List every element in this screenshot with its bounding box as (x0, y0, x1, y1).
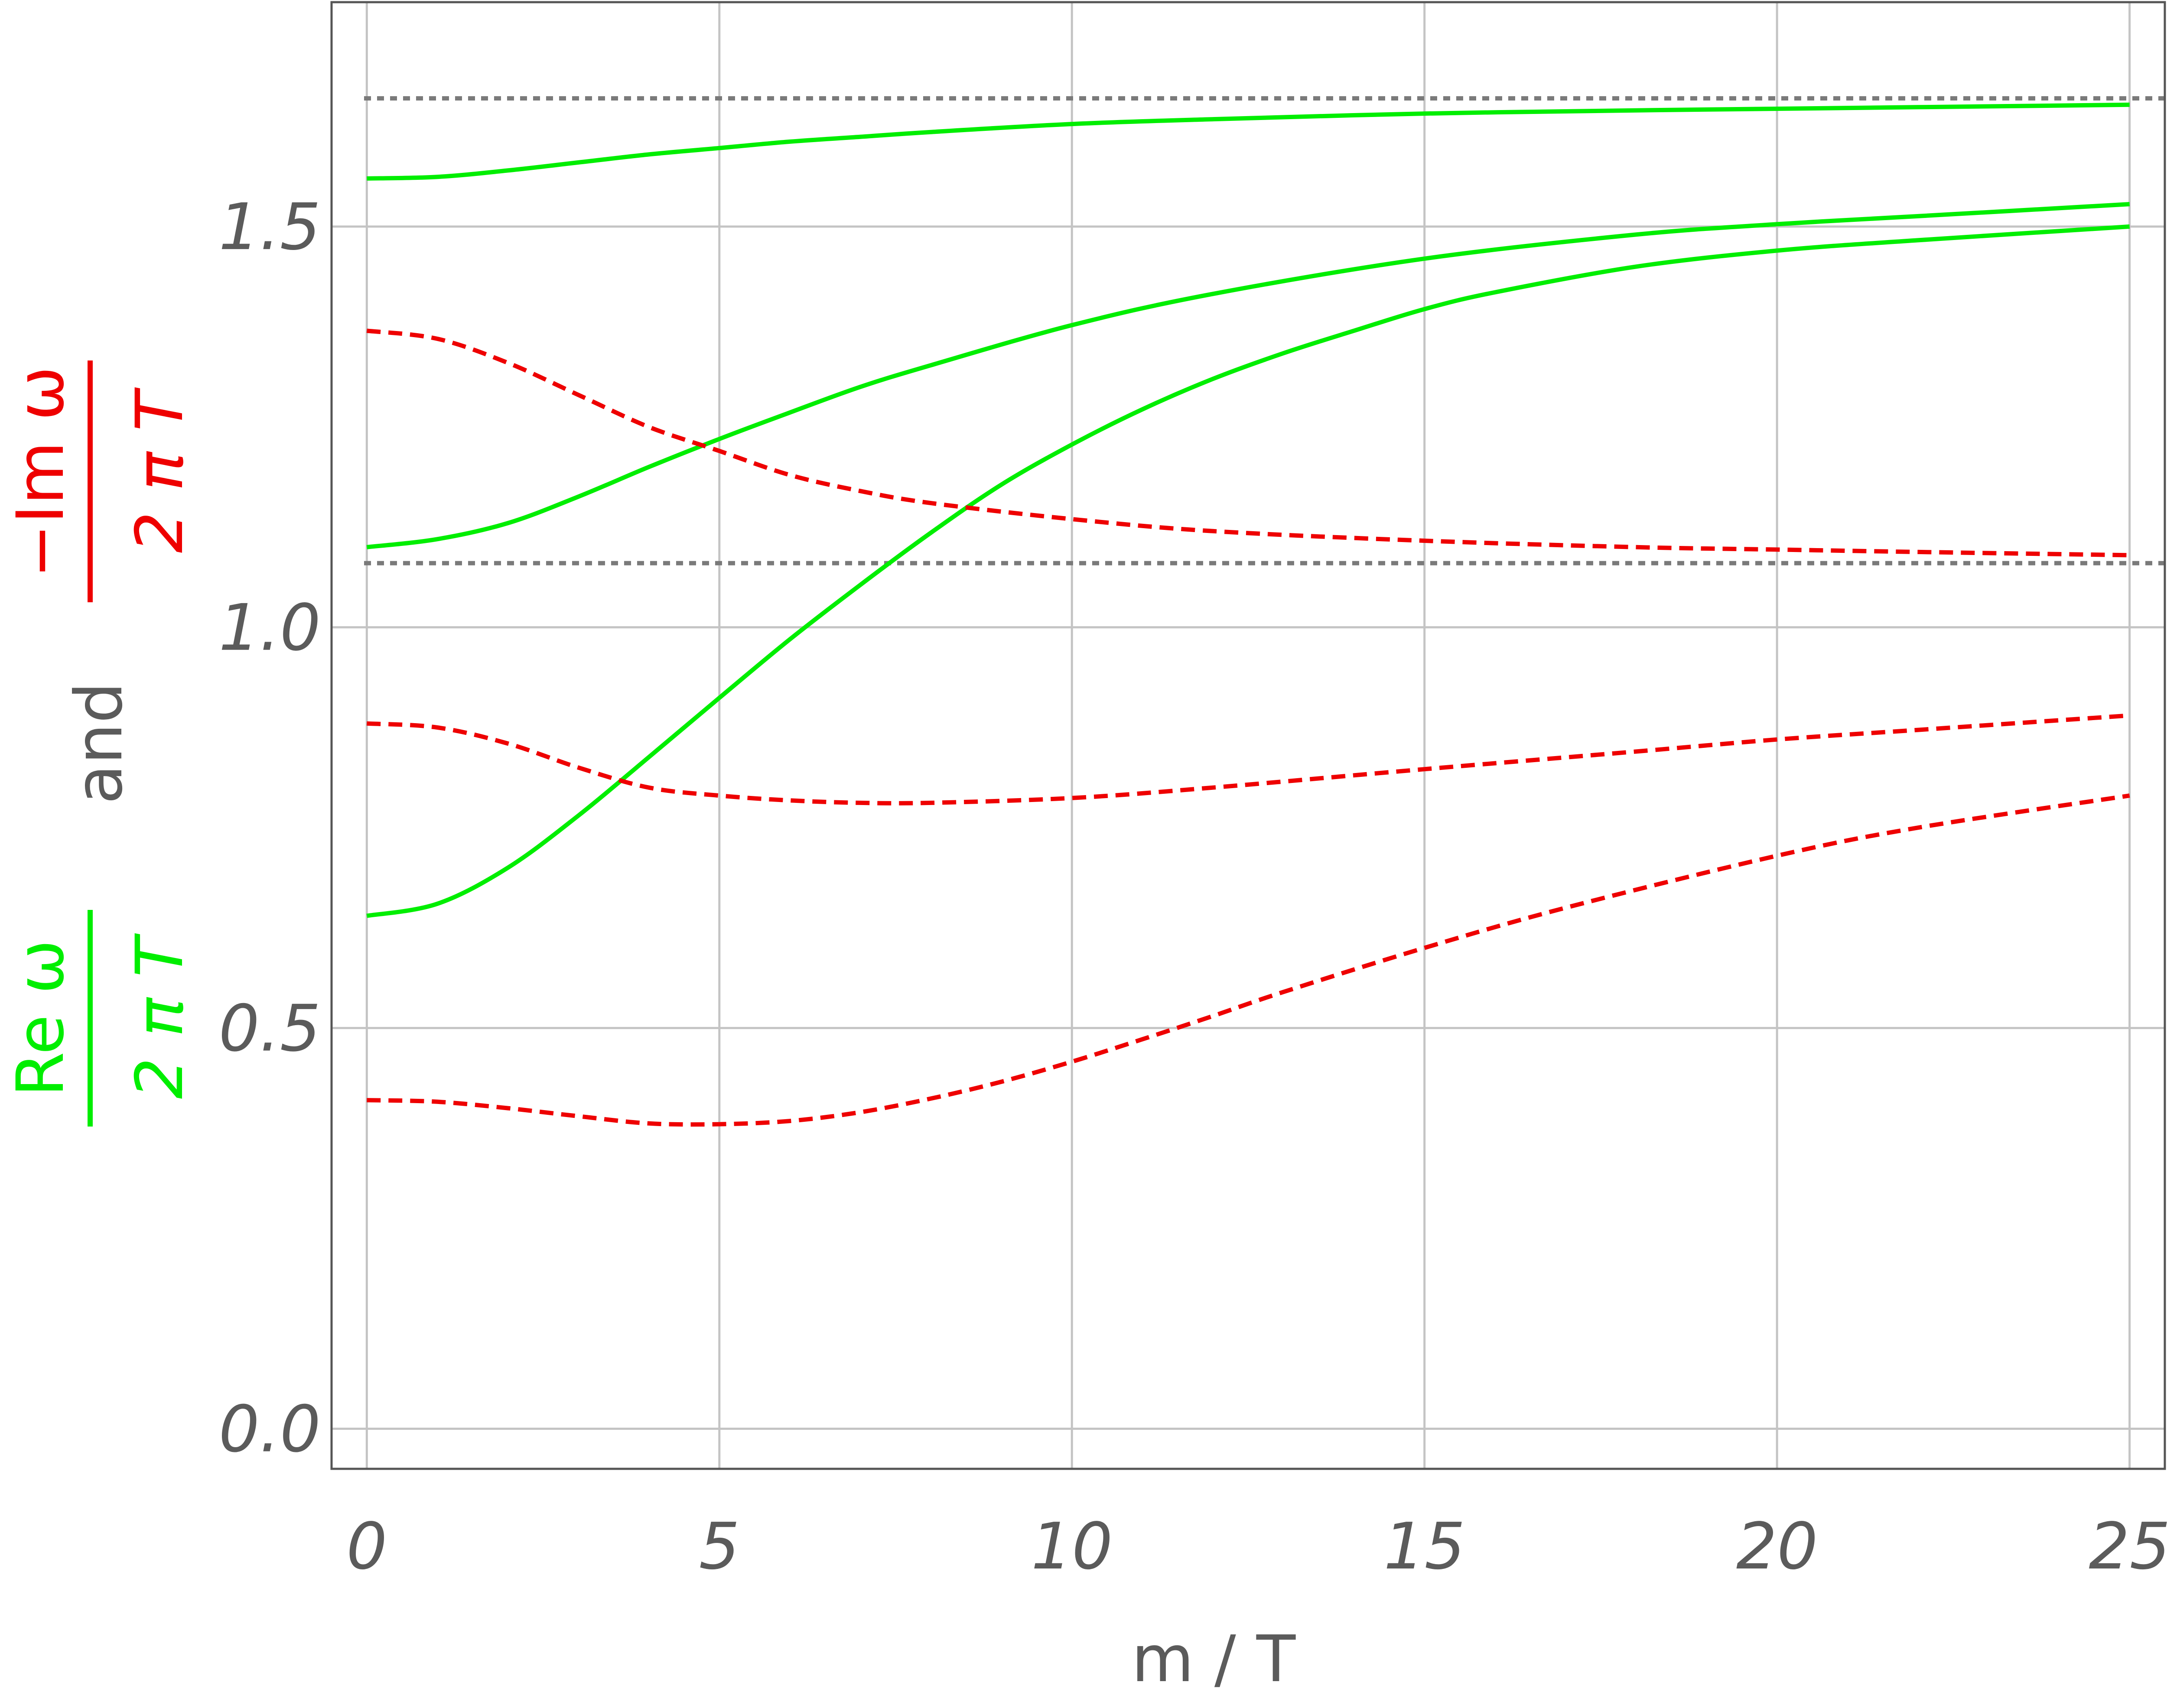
x-tick-labels: 0 5 10 15 20 25 (346, 1509, 2167, 1584)
x-tick-label: 20 (1736, 1509, 1818, 1584)
x-tick-label: 0 (346, 1509, 387, 1584)
x-tick-label: 15 (1384, 1509, 1465, 1584)
x-tick-label: 10 (1031, 1509, 1113, 1584)
y-tick-label: 1.0 (219, 591, 321, 665)
series-lines (366, 102, 2130, 1127)
y-label-im-denominator: 2 π T (122, 387, 198, 553)
x-tick-label: 25 (2089, 1509, 2167, 1584)
im-omega-line-6 (367, 793, 2130, 1127)
im-omega-line-5 (367, 713, 2130, 805)
y-label-connector: and (62, 682, 137, 804)
y-tick-label: 1.5 (219, 190, 321, 264)
re-omega-line-3 (366, 224, 2130, 918)
reference-lines (364, 96, 2165, 565)
y-axis-label: −Im ω 2 π T and Re ω 2 π T (3, 360, 198, 1127)
x-tick-label: 5 (699, 1509, 740, 1584)
re-omega-line-2 (366, 202, 2130, 549)
plot-frame (330, 1, 2166, 1470)
y-label-im-numerator: −Im ω (3, 366, 78, 578)
re-omega-line-1 (367, 102, 2130, 181)
y-tick-label: 0.0 (219, 1392, 321, 1467)
y-tick-label: 0.5 (219, 991, 321, 1066)
im-omega-line-4 (366, 328, 2130, 558)
x-axis-label: m / T (1132, 1622, 1296, 1696)
grid (332, 2, 2165, 1469)
y-tick-labels: 0.0 0.5 1.0 1.5 (219, 190, 321, 1467)
y-label-re-numerator: Re ω (3, 939, 78, 1097)
y-label-re-denominator: 2 π T (122, 933, 198, 1099)
